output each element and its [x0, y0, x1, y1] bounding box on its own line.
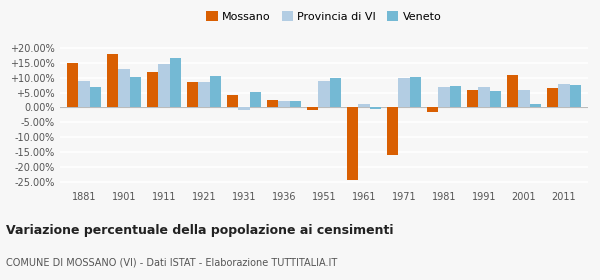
Bar [187, 82, 199, 107]
Bar [547, 88, 559, 107]
Bar [107, 54, 118, 107]
Bar [118, 69, 130, 107]
Bar [158, 64, 170, 107]
Bar [227, 95, 238, 107]
Bar [267, 100, 278, 107]
Bar [467, 90, 478, 107]
Bar [238, 107, 250, 110]
Bar [278, 101, 290, 107]
Bar [250, 92, 261, 107]
Bar [530, 104, 541, 107]
Bar [79, 81, 89, 107]
Bar [329, 78, 341, 107]
Bar [130, 77, 141, 107]
Bar [89, 87, 101, 107]
Bar [569, 85, 581, 107]
Legend: Mossano, Provincia di VI, Veneto: Mossano, Provincia di VI, Veneto [202, 7, 446, 26]
Bar [347, 107, 358, 180]
Bar [478, 87, 490, 107]
Text: Variazione percentuale della popolazione ai censimenti: Variazione percentuale della popolazione… [6, 224, 394, 237]
Bar [427, 107, 439, 112]
Bar [449, 86, 461, 107]
Bar [410, 77, 421, 107]
Bar [199, 82, 209, 107]
Bar [170, 58, 181, 107]
Bar [490, 91, 501, 107]
Bar [398, 78, 410, 107]
Bar [67, 63, 79, 107]
Bar [209, 76, 221, 107]
Bar [370, 107, 381, 109]
Bar [507, 75, 518, 107]
Bar [147, 72, 158, 107]
Bar [307, 107, 319, 110]
Bar [559, 84, 569, 107]
Bar [439, 87, 449, 107]
Bar [290, 101, 301, 107]
Bar [518, 90, 530, 107]
Bar [387, 107, 398, 155]
Bar [319, 81, 329, 107]
Text: COMUNE DI MOSSANO (VI) - Dati ISTAT - Elaborazione TUTTITALIA.IT: COMUNE DI MOSSANO (VI) - Dati ISTAT - El… [6, 258, 337, 268]
Bar [358, 104, 370, 107]
